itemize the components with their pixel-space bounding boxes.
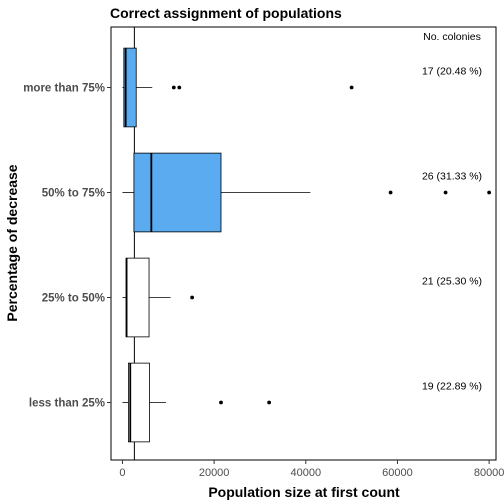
outlier-point (177, 85, 182, 90)
outlier-point (267, 400, 272, 405)
annotation-header: No. colonies (423, 31, 481, 43)
outlier-point (190, 295, 195, 300)
x-tick-label: 40000 (290, 467, 321, 479)
chart-title: Correct assignment of populations (110, 5, 342, 21)
outlier-point (171, 85, 176, 90)
plot-panel (110, 26, 497, 461)
y-tick-label: 25% to 50% (42, 293, 105, 305)
count-annotation: 19 (22.89 %) (422, 381, 482, 393)
outlier-point (443, 190, 448, 195)
y-tick-label: 50% to 75% (42, 188, 105, 200)
count-annotation: 26 (31.33 %) (422, 171, 482, 183)
outlier-point (388, 190, 393, 195)
box (125, 257, 150, 338)
chart-marks: more than 75% 17 (20.48 %) 50% to 75% 26 (3… (23, 27, 504, 479)
x-tick-label: 60000 (382, 467, 413, 479)
x-tick-label: 80000 (474, 467, 504, 479)
x-axis-title: Population size at first count (208, 484, 400, 500)
outlier-point (487, 190, 492, 195)
box (123, 47, 137, 128)
outlier-point (349, 85, 354, 90)
x-tick-label: 20000 (199, 467, 230, 479)
x-tick-label: 0 (119, 467, 125, 479)
outlier-point (219, 400, 223, 405)
box (133, 152, 222, 233)
count-annotation: 17 (20.48 %) (422, 66, 482, 78)
y-axis-title: Percentage of decrease (4, 164, 20, 321)
count-annotation: 21 (25.30 %) (422, 276, 482, 288)
y-tick-label: less than 25% (29, 398, 105, 410)
y-tick-label: more than 75% (23, 83, 105, 95)
box (128, 362, 150, 443)
